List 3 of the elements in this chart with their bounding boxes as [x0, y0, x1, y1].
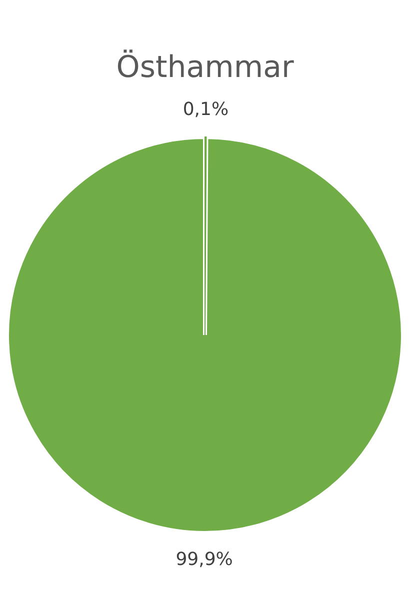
data-label: 99,9%	[176, 549, 233, 570]
data-label: 0,1%	[182, 99, 229, 120]
chart-title: Östhammar	[116, 49, 294, 85]
